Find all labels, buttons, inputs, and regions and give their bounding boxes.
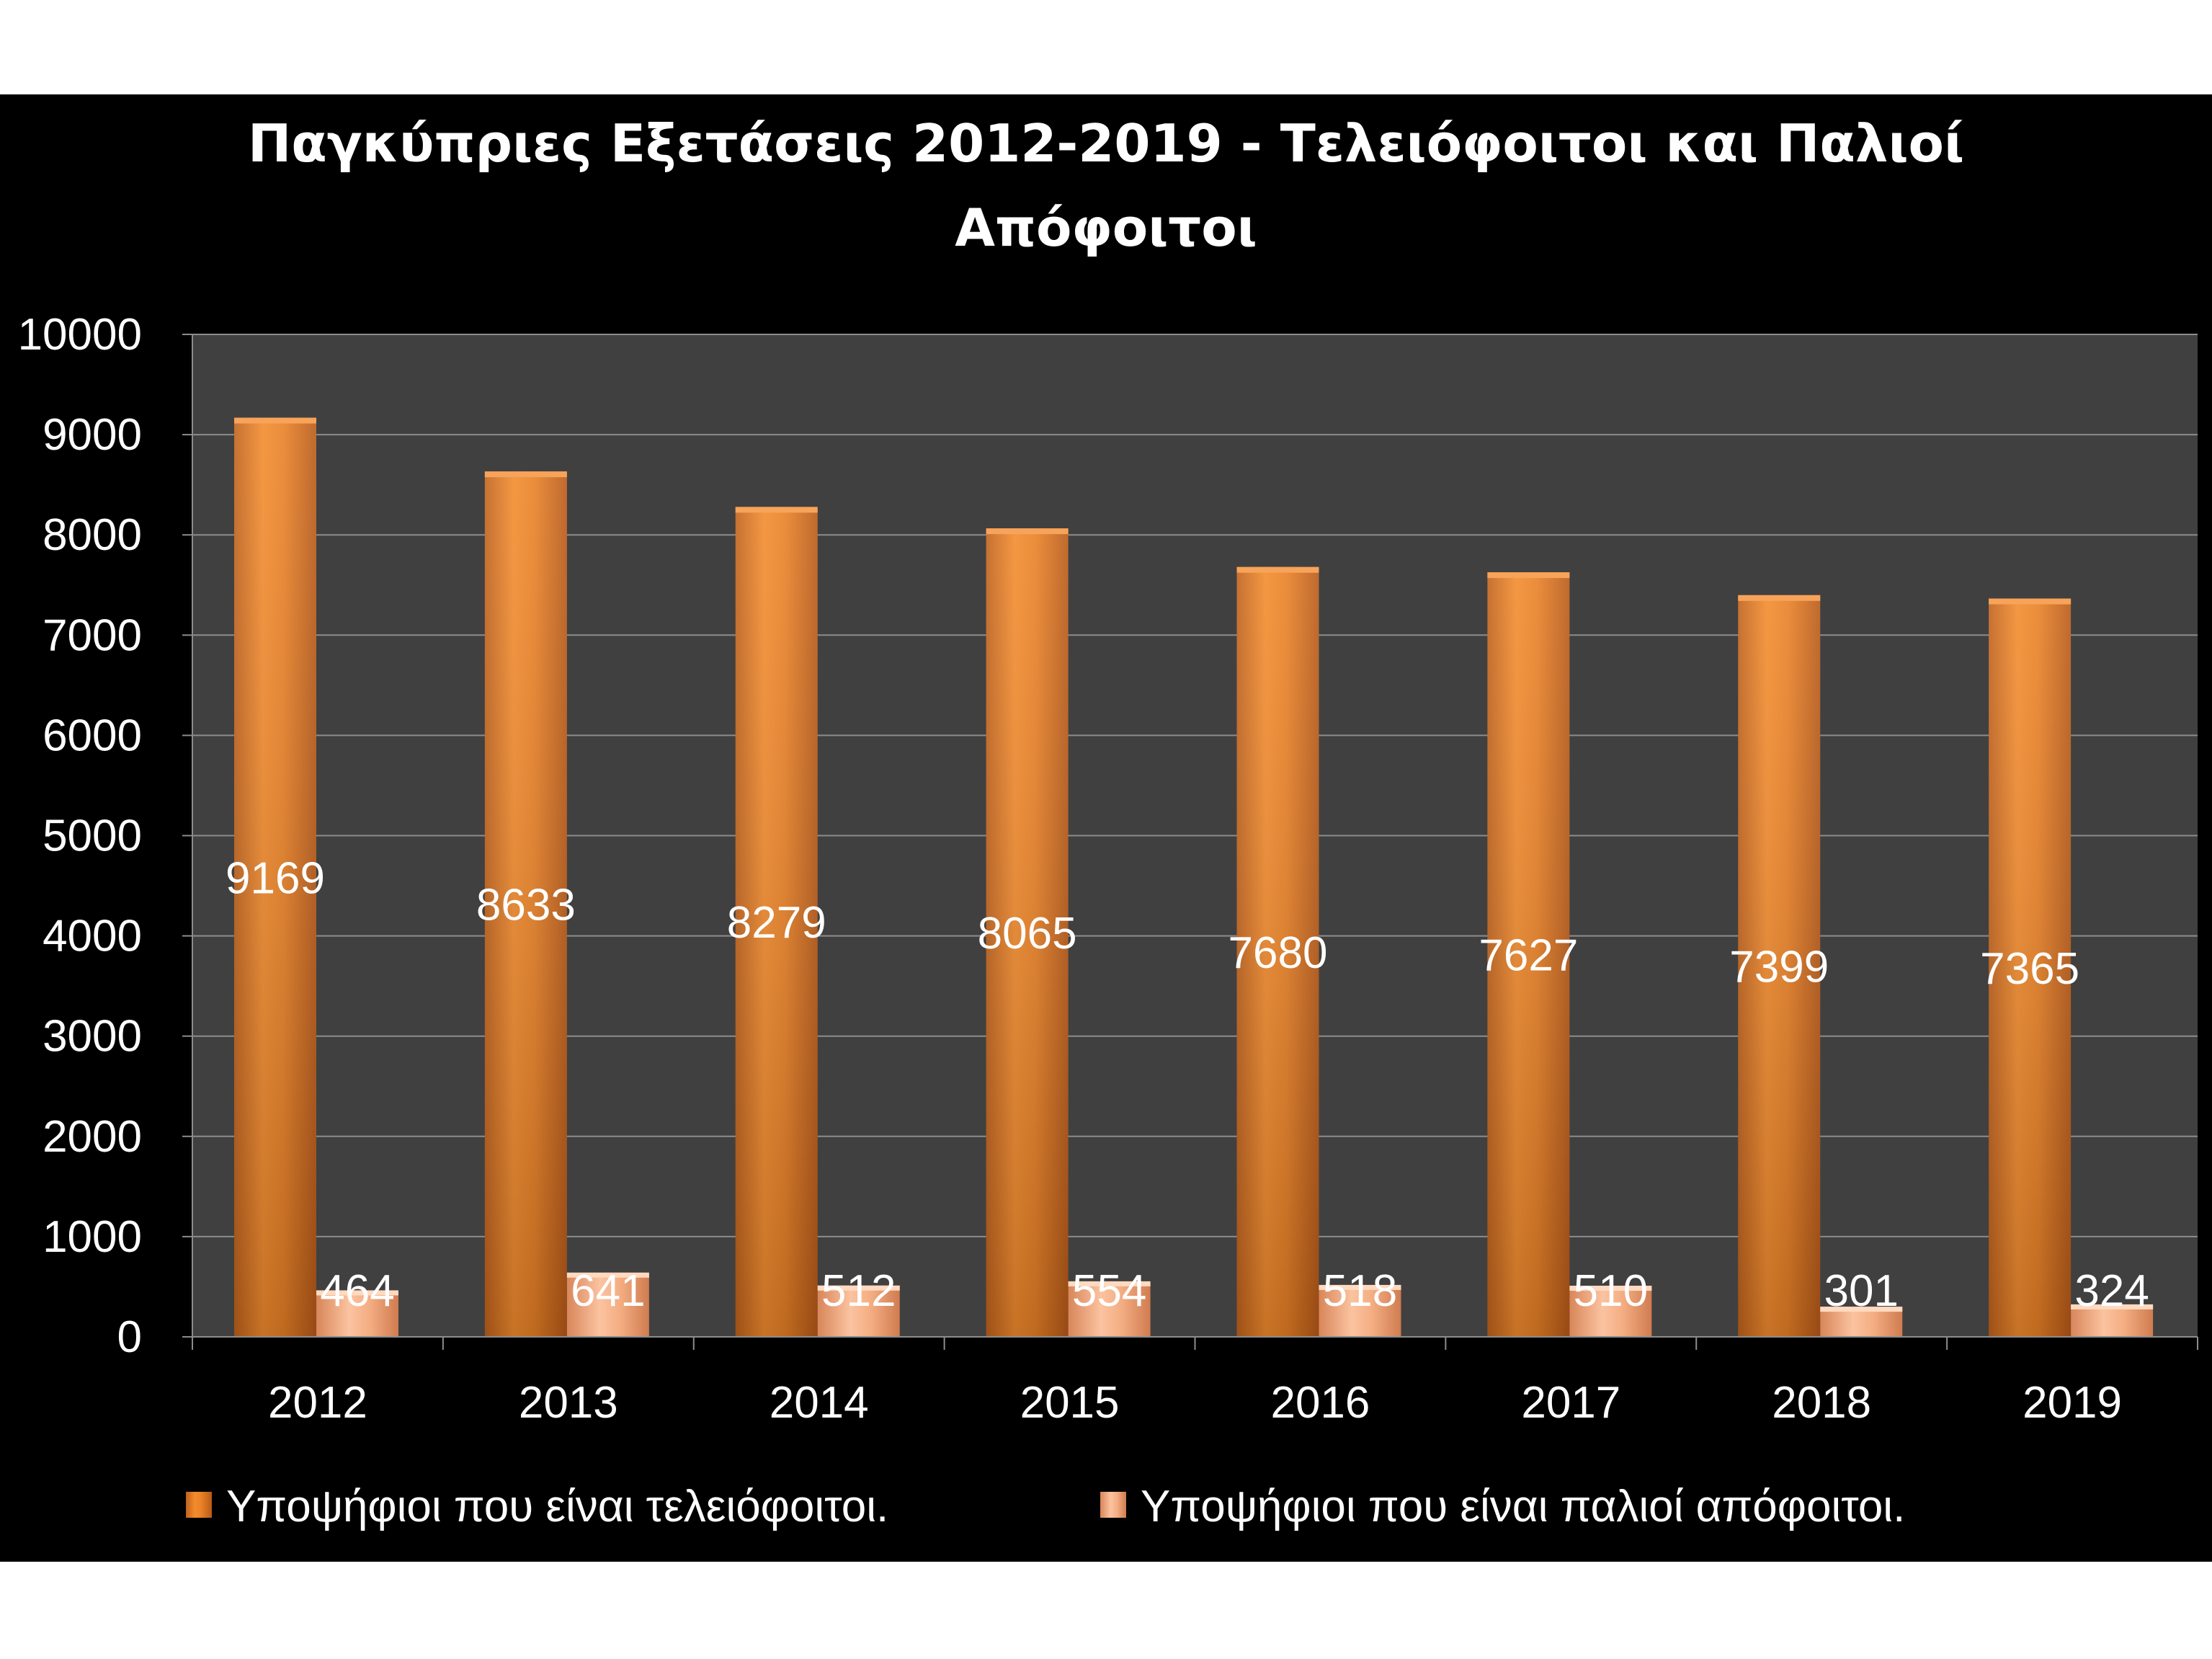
bar-teleiofoitoi-top bbox=[1738, 595, 1821, 601]
bar-palioi-apofoitoi-top bbox=[566, 1272, 649, 1278]
data-label-palioi-apofoitoi: 324 bbox=[2074, 1266, 2149, 1316]
bar-teleiofoitoi-shade bbox=[1487, 572, 1570, 1338]
y-tick-label: 4000 bbox=[43, 912, 142, 961]
bar-teleiofoitoi-top bbox=[1989, 598, 2071, 605]
bar-teleiofoitoi-top bbox=[1236, 566, 1319, 573]
data-label-teleiofoitoi: 9169 bbox=[226, 853, 325, 903]
y-tick-label: 6000 bbox=[43, 711, 142, 760]
bar-teleiofoitoi-top bbox=[484, 471, 567, 478]
bar-palioi-apofoitoi bbox=[1319, 1284, 1401, 1337]
x-tick-label: 2018 bbox=[1772, 1378, 1871, 1428]
bar-palioi-apofoitoi bbox=[1569, 1286, 1652, 1337]
data-labels: 9169 464 8633 641 8279 512 8065 554 7680 518 7627 5… bbox=[226, 853, 2149, 1316]
x-tick-label: 2013 bbox=[519, 1378, 618, 1428]
bar-teleiofoitoi-top bbox=[1487, 572, 1570, 579]
data-label-palioi-apofoitoi: 301 bbox=[1824, 1266, 1899, 1316]
legend-label: Υποψήφιοι που είναι παλιοί απόφοιτοι. bbox=[1141, 1482, 1905, 1531]
bars bbox=[234, 417, 2154, 1338]
data-label-teleiofoitoi: 7399 bbox=[1729, 942, 1829, 992]
bar-palioi-apofoitoi-top bbox=[2071, 1304, 2154, 1309]
chart-slide: Παγκύπριες Εξετάσεις 2012-2019 - Τελειόφ… bbox=[0, 94, 2212, 1562]
bar-teleiofoitoi-shade bbox=[234, 417, 316, 1338]
legend-item-palioi-apofoitoi: Υποψήφιοι που είναι παλιοί απόφοιτοι. bbox=[1100, 1482, 1905, 1531]
y-tick-label: 7000 bbox=[43, 610, 142, 660]
y-axis-ticks: 0 1000 2000 3000 4000 5000 6000 7000 8000 9000 100… bbox=[18, 310, 193, 1362]
data-label-palioi-apofoitoi: 641 bbox=[571, 1266, 645, 1316]
bar-palioi-apofoitoi bbox=[1068, 1281, 1151, 1337]
bar-palioi-apofoitoi-top bbox=[817, 1285, 900, 1291]
y-tick-label: 3000 bbox=[43, 1012, 142, 1062]
y-tick-label: 5000 bbox=[43, 811, 142, 861]
data-label-teleiofoitoi: 7365 bbox=[1980, 944, 2079, 994]
bar-palioi-apofoitoi-top bbox=[1068, 1281, 1151, 1286]
bar-teleiofoitoi-shade bbox=[986, 528, 1069, 1338]
data-label-teleiofoitoi: 8633 bbox=[476, 881, 576, 930]
bar-teleiofoitoi-shade bbox=[1738, 595, 1821, 1337]
bar-palioi-apofoitoi-top bbox=[1569, 1286, 1652, 1291]
y-tick-label: 9000 bbox=[43, 410, 142, 460]
bar-palioi-apofoitoi bbox=[817, 1285, 900, 1337]
x-tick-label: 2019 bbox=[2023, 1378, 2122, 1428]
bar-teleiofoitoi-top bbox=[234, 417, 316, 424]
y-tick-label: 0 bbox=[117, 1312, 142, 1362]
legend-swatch bbox=[1100, 1492, 1126, 1518]
x-axis: 2012 2013 2014 2015 2016 2017 2018 2019 bbox=[192, 1336, 2198, 1428]
bar-teleiofoitoi-shade bbox=[484, 471, 567, 1338]
y-tick-label: 10000 bbox=[18, 310, 142, 360]
bar-teleiofoitoi-shade bbox=[1236, 566, 1319, 1338]
data-label-palioi-apofoitoi: 512 bbox=[821, 1266, 896, 1316]
y-tick-label: 8000 bbox=[43, 510, 142, 560]
x-tick-label: 2017 bbox=[1521, 1378, 1620, 1428]
bar-chart: Παγκύπριες Εξετάσεις 2012-2019 - Τελειόφ… bbox=[18, 113, 2198, 1531]
bar-palioi-apofoitoi-top bbox=[316, 1290, 398, 1296]
bar-teleiofoitoi-shade bbox=[735, 507, 818, 1337]
legend-label: Υποψήφιοι που είναι τελειόφοιτοι. bbox=[226, 1482, 888, 1531]
y-tick-label: 2000 bbox=[43, 1112, 142, 1162]
chart-title-line-2: Απόφοιτοι bbox=[955, 197, 1257, 258]
x-tick-label: 2016 bbox=[1270, 1378, 1370, 1428]
data-label-palioi-apofoitoi: 464 bbox=[320, 1266, 394, 1316]
data-label-palioi-apofoitoi: 510 bbox=[1574, 1266, 1648, 1316]
data-label-palioi-apofoitoi: 554 bbox=[1072, 1266, 1146, 1316]
data-label-teleiofoitoi: 8279 bbox=[727, 898, 826, 948]
bar-teleiofoitoi-top bbox=[735, 507, 818, 513]
y-tick-label: 1000 bbox=[43, 1212, 142, 1262]
legend: Υποψήφιοι που είναι τελειόφοιτοι. Υποψήφι… bbox=[186, 1482, 1905, 1531]
legend-swatch bbox=[186, 1492, 212, 1518]
bar-teleiofoitoi-top bbox=[986, 528, 1069, 535]
data-label-teleiofoitoi: 7627 bbox=[1479, 931, 1578, 981]
data-label-palioi-apofoitoi: 518 bbox=[1323, 1266, 1397, 1316]
legend-item-teleiofoitoi: Υποψήφιοι που είναι τελειόφοιτοι. bbox=[186, 1482, 888, 1531]
x-tick-label: 2015 bbox=[1020, 1378, 1120, 1428]
data-label-teleiofoitoi: 7680 bbox=[1228, 928, 1328, 978]
bar-palioi-apofoitoi bbox=[316, 1290, 398, 1337]
bar-palioi-apofoitoi bbox=[566, 1272, 649, 1337]
chart-title-line-1: Παγκύπριες Εξετάσεις 2012-2019 - Τελειόφ… bbox=[248, 113, 1964, 174]
bar-palioi-apofoitoi bbox=[2071, 1304, 2154, 1337]
bar-palioi-apofoitoi-top bbox=[1319, 1284, 1401, 1290]
bar-teleiofoitoi-shade bbox=[1989, 598, 2071, 1337]
x-tick-label: 2014 bbox=[770, 1378, 869, 1428]
bar-palioi-apofoitoi-top bbox=[1820, 1307, 1903, 1312]
data-label-teleiofoitoi: 8065 bbox=[978, 909, 1077, 959]
x-tick-label: 2012 bbox=[268, 1378, 367, 1428]
